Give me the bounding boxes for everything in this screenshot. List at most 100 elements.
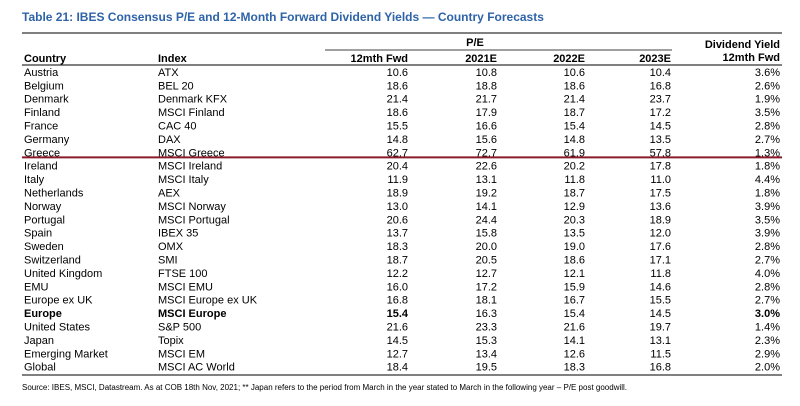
table-cell: 15.9: [564, 281, 585, 293]
table-cell: 4.0%: [755, 268, 780, 280]
table-cell: Greece: [24, 147, 60, 159]
table-cell: Ireland: [24, 161, 58, 173]
table-cell: United States: [24, 322, 91, 334]
table-cell: 3.0%: [755, 308, 780, 320]
table-cell: 14.5: [650, 308, 671, 320]
table-cell: CAC 40: [158, 121, 197, 133]
table-cell: 13.4: [476, 348, 497, 360]
table-cell: 15.3: [476, 335, 497, 347]
table-cell: MSCI EM: [158, 348, 205, 360]
table-cell: 57.8: [650, 147, 671, 159]
table-cell: MSCI Finland: [158, 107, 225, 119]
table-cell: Norway: [24, 201, 62, 213]
table-cell: 10.4: [650, 67, 671, 79]
table-cell: 23.7: [650, 94, 671, 106]
table-cell: 14.5: [387, 335, 408, 347]
table-cell: 12.7: [476, 268, 497, 280]
table-cell: 20.0: [476, 241, 497, 253]
table-cell: 13.5: [564, 228, 585, 240]
table-cell: Global: [24, 362, 56, 374]
table-cell: Europe ex UK: [24, 295, 93, 307]
table-cell: 2.7%: [755, 295, 780, 307]
table-cell: Germany: [24, 134, 70, 146]
table-cell: 2.7%: [755, 255, 780, 267]
table-cell: 18.6: [387, 80, 408, 92]
table-cell: 14.8: [387, 134, 408, 146]
column-header: 2021E: [465, 53, 497, 65]
table-cell: 13.6: [650, 201, 671, 213]
table-cell: 19.0: [564, 241, 585, 253]
table-cell: 18.8: [476, 80, 497, 92]
table-cell: Emerging Market: [24, 348, 108, 360]
group-header: P/E: [466, 37, 484, 49]
table-cell: 4.4%: [755, 174, 780, 186]
table-cell: 2.0%: [755, 362, 780, 374]
table-cell: Finland: [24, 107, 60, 119]
table-cell: 11.0: [650, 174, 671, 186]
table-cell: 2.7%: [755, 134, 780, 146]
table-cell: MSCI Europe: [158, 308, 226, 320]
table-cell: 2.8%: [755, 121, 780, 133]
table-cell: 18.3: [564, 362, 585, 374]
table-cell: 2.3%: [755, 335, 780, 347]
table-cell: 18.6: [564, 80, 585, 92]
table-cell: 11.8: [564, 174, 585, 186]
table-cell: 17.8: [650, 161, 671, 173]
table-cell: 16.8: [650, 362, 671, 374]
table-cell: 3.9%: [755, 201, 780, 213]
column-header: 12mth Fwd: [723, 52, 780, 64]
table-cell: SMI: [158, 255, 178, 267]
table-cell: 3.9%: [755, 228, 780, 240]
table-cell: 19.2: [476, 188, 497, 200]
table-cell: OMX: [158, 241, 184, 253]
table-cell: 18.7: [564, 107, 585, 119]
table-cell: 21.6: [387, 322, 408, 334]
table-cell: FTSE 100: [158, 268, 208, 280]
table-cell: 13.0: [387, 201, 408, 213]
table-cell: 14.5: [650, 121, 671, 133]
column-header: Index: [158, 53, 188, 65]
table-cell: 1.4%: [755, 322, 780, 334]
table-cell: 16.7: [564, 295, 585, 307]
table-cell: ATX: [158, 67, 179, 79]
table-cell: 20.2: [564, 161, 585, 173]
table-cell: 16.3: [476, 308, 497, 320]
table-cell: 22.6: [476, 161, 497, 173]
table-cell: 17.2: [650, 107, 671, 119]
table-cell: S&P 500: [158, 322, 201, 334]
table-cell: 1.3%: [755, 147, 780, 159]
table-cell: 10.6: [564, 67, 585, 79]
table-cell: 15.5: [387, 121, 408, 133]
table-cell: Sweden: [24, 241, 64, 253]
table-cell: 23.3: [476, 322, 497, 334]
table-cell: 12.6: [564, 348, 585, 360]
table-cell: 2.6%: [755, 80, 780, 92]
table-cell: 13.5: [650, 134, 671, 146]
table-cell: 19.5: [476, 362, 497, 374]
table-cell: MSCI Greece: [158, 147, 225, 159]
table-cell: 18.9: [387, 188, 408, 200]
table-cell: MSCI EMU: [158, 281, 213, 293]
table-cell: 3.5%: [755, 214, 780, 226]
table-cell: 14.1: [564, 335, 585, 347]
table-cell: 18.1: [476, 295, 497, 307]
table-cell: Japan: [24, 335, 54, 347]
table-cell: 17.6: [650, 241, 671, 253]
table-cell: United Kingdom: [24, 268, 102, 280]
table-cell: 20.6: [387, 214, 408, 226]
table-cell: 12.0: [650, 228, 671, 240]
table-cell: 72.7: [476, 147, 497, 159]
table-cell: Topix: [158, 335, 184, 347]
table-cell: 20.5: [476, 255, 497, 267]
table-cell: 14.8: [564, 134, 585, 146]
table-cell: 15.4: [564, 121, 585, 133]
table-cell: 21.4: [564, 94, 585, 106]
table-cell: DAX: [158, 134, 181, 146]
table-cell: BEL 20: [158, 80, 194, 92]
table-cell: 12.9: [564, 201, 585, 213]
table-cell: 16.8: [650, 80, 671, 92]
table-cell: 13.1: [476, 174, 497, 186]
table-cell: 1.9%: [755, 94, 780, 106]
table-cell: 11.5: [650, 348, 671, 360]
